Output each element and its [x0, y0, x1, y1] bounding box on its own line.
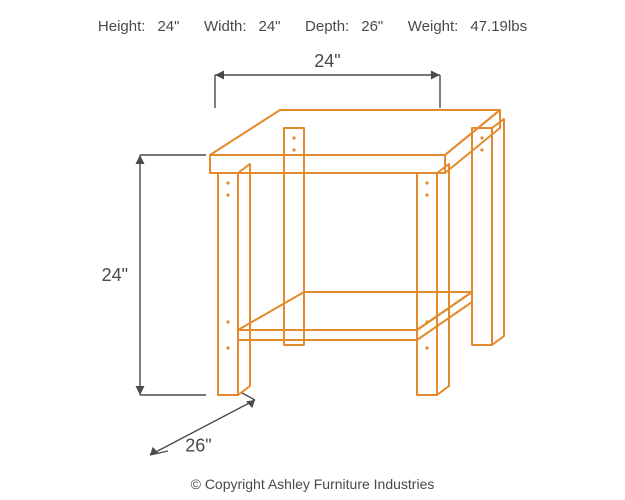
copyright-text: © Copyright Ashley Furniture Industries	[0, 476, 625, 492]
svg-text:24": 24"	[102, 265, 128, 285]
svg-text:26": 26"	[185, 436, 211, 456]
svg-text:24": 24"	[314, 51, 340, 71]
diagram-container: Height:24" Width:24" Depth:26" Weight:47…	[0, 0, 625, 500]
dimension-diagram: 24" 24" 26"	[0, 0, 625, 500]
